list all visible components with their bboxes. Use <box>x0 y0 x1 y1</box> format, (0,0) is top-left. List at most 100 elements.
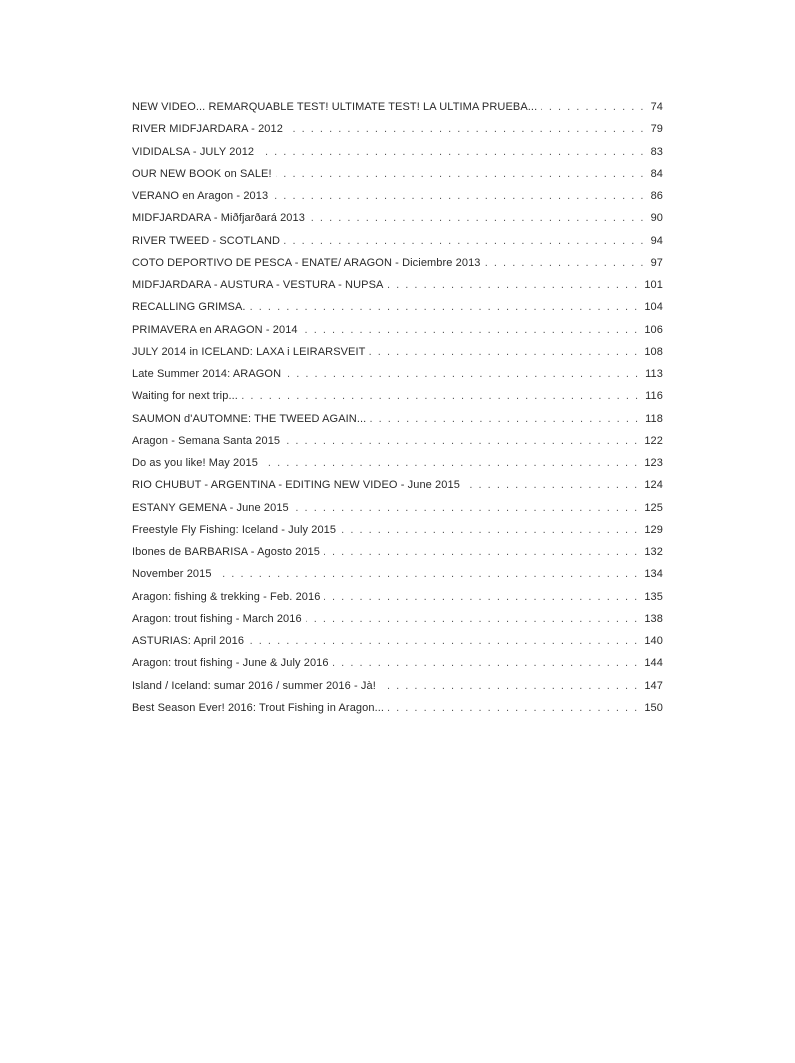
dot-leader: ........................................… <box>309 212 650 225</box>
toc-entry-page: 106 <box>644 323 663 336</box>
toc-entry-page: 101 <box>644 279 663 291</box>
toc-entry[interactable]: Waiting for next trip...................… <box>132 390 663 412</box>
toc-entry[interactable]: RIVER MIDFJARDARA - 2012................… <box>132 123 663 145</box>
toc-entry[interactable]: RIVER TWEED - SCOTLAND..................… <box>132 235 663 257</box>
toc-entry-title: PRIMAVERA en ARAGON - 2014 <box>132 323 298 336</box>
toc-entry-page: 97 <box>650 256 663 269</box>
toc-entry[interactable]: RIO CHUBUT - ARGENTINA - EDITING NEW VID… <box>132 479 663 501</box>
toc-entry-page: 90 <box>650 212 663 225</box>
table-of-contents: NEW VIDEO... REMARQUABLE TEST! ULTIMATE … <box>132 101 663 724</box>
toc-entry-page: 94 <box>650 234 663 247</box>
toc-entry-title: SAUMON d'AUTOMNE: THE TWEED AGAIN... <box>132 412 367 425</box>
toc-entry-title: Aragon: trout fishing - June & July 2016 <box>132 657 329 670</box>
dot-leader: ........................................… <box>248 635 644 647</box>
dot-leader: ........................................… <box>287 123 650 136</box>
toc-entry[interactable]: PRIMAVERA en ARAGON - 2014..............… <box>132 324 663 346</box>
toc-entry[interactable]: Freestyle Fly Fishing: Iceland - July 20… <box>132 524 663 546</box>
toc-entry-title: JULY 2014 in ICELAND: LAXA i LEIRARSVEIT <box>132 345 366 358</box>
dot-leader: ........................................… <box>293 501 644 514</box>
dot-leader: ........................................… <box>285 368 645 380</box>
dot-leader: ........................................… <box>379 679 644 692</box>
toc-entry[interactable]: MIDFJARDARA - AUSTURA - VESTURA - NUPSA.… <box>132 279 663 301</box>
toc-entry[interactable]: Aragon: fishing & trekking - Feb. 2016..… <box>132 591 663 613</box>
toc-entry[interactable]: ASTURIAS: April 2016....................… <box>132 635 663 657</box>
toc-entry-title: Late Summer 2014: ARAGON <box>132 368 282 380</box>
toc-entry-title: VIDIDALSA - JULY 2012 <box>132 145 255 158</box>
toc-entry-page: 83 <box>650 145 663 158</box>
toc-entry-page: 123 <box>644 457 663 469</box>
toc-entry-title: ASTURIAS: April 2016 <box>132 635 245 647</box>
toc-entry-title: NEW VIDEO... REMARQUABLE TEST! ULTIMATE … <box>132 101 538 113</box>
toc-entry-title: Waiting for next trip... <box>132 390 238 403</box>
toc-entry-page: 138 <box>644 612 663 625</box>
toc-entry-title: MIDFJARDARA - Miðfjarðará 2013 <box>132 212 305 225</box>
toc-entry[interactable]: ESTANY GEMENA - June 2015...............… <box>132 502 663 524</box>
toc-entry[interactable]: SAUMON d'AUTOMNE: THE TWEED AGAIN.......… <box>132 413 663 435</box>
toc-entry-title: Aragon: fishing & trekking - Feb. 2016 <box>132 590 321 603</box>
toc-entry[interactable]: NEW VIDEO... REMARQUABLE TEST! ULTIMATE … <box>132 101 663 123</box>
dot-leader: ........................................… <box>249 301 644 314</box>
toc-entry[interactable]: VIDIDALSA - JULY 2012...................… <box>132 146 663 168</box>
toc-entry[interactable]: OUR NEW BOOK on SALE!...................… <box>132 168 663 190</box>
toc-entry-page: 122 <box>644 434 663 447</box>
toc-entry-title: Freestyle Fly Fishing: Iceland - July 20… <box>132 523 337 536</box>
toc-entry-page: 147 <box>644 679 663 692</box>
toc-entry-title: Best Season Ever! 2016: Trout Fishing in… <box>132 701 385 714</box>
dot-leader: ........................................… <box>216 568 644 581</box>
toc-entry-title: Island / Iceland: sumar 2016 / summer 20… <box>132 679 376 692</box>
toc-entry-title: Ibones de BARBARISA - Agosto 2015 <box>132 546 320 558</box>
toc-entry[interactable]: Do as you like! May 2015................… <box>132 457 663 479</box>
toc-entry-page: 140 <box>644 635 663 647</box>
toc-entry-page: 116 <box>645 390 663 403</box>
toc-entry[interactable]: November 2015...........................… <box>132 568 663 590</box>
toc-entry[interactable]: JULY 2014 in ICELAND: LAXA i LEIRARSVEIT… <box>132 346 663 368</box>
toc-entry[interactable]: Late Summer 2014: ARAGON................… <box>132 368 663 390</box>
dot-leader: ........................................… <box>241 390 645 403</box>
toc-entry-title: COTO DEPORTIVO DE PESCA - ENATE/ ARAGON … <box>132 256 481 269</box>
toc-entry-page: 74 <box>650 101 663 113</box>
dot-leader: ........................................… <box>387 279 644 291</box>
toc-entry-page: 108 <box>644 345 663 358</box>
toc-entry-page: 150 <box>644 701 663 714</box>
toc-entry[interactable]: Best Season Ever! 2016: Trout Fishing in… <box>132 702 663 724</box>
toc-entry[interactable]: Aragon - Semana Santa 2015..............… <box>132 435 663 457</box>
toc-entry-page: 124 <box>644 479 663 492</box>
dot-leader: ........................................… <box>262 457 644 469</box>
dot-leader: ........................................… <box>332 657 644 670</box>
dot-leader: ........................................… <box>258 145 650 158</box>
toc-entry-title: RIVER TWEED - SCOTLAND <box>132 234 281 247</box>
toc-entry-title: Aragon - Semana Santa 2015 <box>132 434 281 447</box>
toc-entry[interactable]: Aragon: trout fishing - March 2016......… <box>132 613 663 635</box>
toc-entry-title: VERANO en Aragon - 2013 <box>132 190 269 202</box>
toc-entry[interactable]: Aragon: trout fishing - June & July 2016… <box>132 657 663 679</box>
dot-leader: ........................................… <box>369 345 644 358</box>
dot-leader: ........................................… <box>324 590 644 603</box>
toc-entry[interactable]: COTO DEPORTIVO DE PESCA - ENATE/ ARAGON … <box>132 257 663 279</box>
dot-leader: ........................................… <box>284 234 650 247</box>
toc-entry-page: 79 <box>650 123 663 136</box>
toc-entry-page: 132 <box>644 546 663 558</box>
toc-entry-title: ESTANY GEMENA - June 2015 <box>132 501 289 514</box>
toc-entry-page: 144 <box>644 657 663 670</box>
toc-entry[interactable]: Ibones de BARBARISA - Agosto 2015.......… <box>132 546 663 568</box>
toc-entry-page: 86 <box>650 190 663 202</box>
dot-leader: ........................................… <box>275 167 650 180</box>
toc-entry[interactable]: MIDFJARDARA - Miðfjarðará 2013..........… <box>132 212 663 234</box>
toc-entry-page: 134 <box>644 568 663 581</box>
toc-entry-page: 129 <box>644 523 663 536</box>
toc-entry[interactable]: VERANO en Aragon - 2013.................… <box>132 190 663 212</box>
dot-leader: ........................................… <box>464 479 644 492</box>
toc-entry-title: OUR NEW BOOK on SALE! <box>132 167 272 180</box>
toc-entry-page: 135 <box>644 590 663 603</box>
dot-leader: ........................................… <box>323 546 644 558</box>
dot-leader: ........................................… <box>284 434 644 447</box>
toc-entry-page: 84 <box>650 167 663 180</box>
toc-entry[interactable]: RECALLING GRIMSA........................… <box>132 301 663 323</box>
toc-entry-title: RECALLING GRIMSA. <box>132 301 246 314</box>
toc-entry-title: Aragon: trout fishing - March 2016 <box>132 612 302 625</box>
toc-entry-title: RIVER MIDFJARDARA - 2012 <box>132 123 283 136</box>
toc-entry-page: 104 <box>644 301 663 314</box>
toc-entry-page: 118 <box>645 412 663 425</box>
toc-entry-title: November 2015 <box>132 568 212 581</box>
toc-entry[interactable]: Island / Iceland: sumar 2016 / summer 20… <box>132 680 663 702</box>
